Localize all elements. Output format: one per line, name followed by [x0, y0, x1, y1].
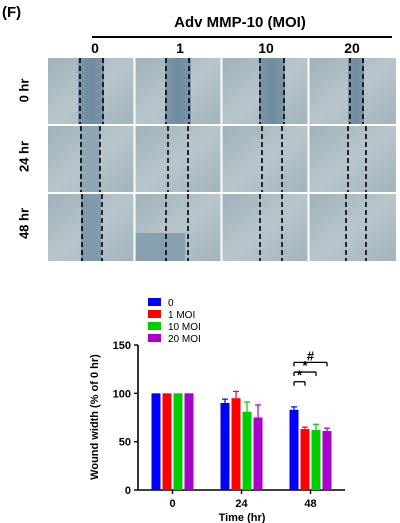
legend-swatch: [148, 310, 161, 318]
x-axis-label: Time (hr): [219, 512, 266, 523]
y-axis-label: Wound width (% of 0 hr): [89, 354, 101, 480]
micrograph-row-24hr: [48, 126, 396, 192]
bar-20-moi-t0: [184, 393, 194, 490]
grid-separators: [48, 58, 396, 261]
micrograph-24hr-moi10: [222, 126, 308, 192]
significance-mark: *: [302, 358, 308, 373]
y-ticks: 0 50 100 150: [113, 340, 138, 497]
micrograph-grid: [48, 58, 396, 261]
bar-10-moi-t24: [242, 411, 252, 490]
wound-gap: [78, 58, 104, 124]
bar-20-moi-t48: [322, 431, 332, 490]
legend-swatch: [148, 298, 161, 306]
legend-label: 0: [168, 298, 174, 309]
panel-letter: (F): [2, 4, 22, 21]
y-tick-label: 150: [113, 340, 131, 352]
y-tick-label: 100: [113, 388, 131, 400]
bar-1-moi-t0: [162, 393, 172, 490]
y-tick-label: 50: [119, 437, 131, 449]
x-tick-label: 0: [169, 498, 175, 510]
bar-20-moi-t24: [253, 417, 263, 490]
row-label-0hr: 0 hr: [16, 78, 32, 103]
group-title-rule: [92, 36, 392, 38]
micrograph-48hr-moi10: [222, 194, 308, 261]
significance-mark: #: [307, 348, 315, 363]
micrograph-row-0hr: [48, 58, 396, 124]
row-label-48hr: 48 hr: [16, 207, 32, 240]
micrograph-24hr-moi1: [135, 126, 221, 192]
bar-1-moi-t48: [300, 429, 310, 490]
wound-gap: [80, 126, 100, 192]
wound-gap: [165, 58, 191, 124]
bar-1-moi-t24: [231, 398, 241, 490]
legend-label: 1 MOI: [168, 310, 195, 321]
x-tick-label: 24: [235, 498, 248, 510]
micrograph-48hr-moi20: [309, 194, 396, 261]
significance-mark: *: [297, 368, 303, 383]
y-tick-label: 0: [125, 485, 131, 497]
x-ticks: 0 24 48: [169, 490, 317, 510]
wound-gap: [81, 194, 101, 261]
legend-label: 10 MOI: [168, 322, 201, 333]
micrograph-24hr-moi20: [309, 126, 396, 192]
column-label-1: 1: [176, 40, 184, 56]
row-label-24hr: 24 hr: [16, 140, 32, 173]
bar-0-t48: [289, 409, 299, 490]
significance-brackets: **#: [293, 348, 328, 386]
legend-swatch: [148, 322, 161, 330]
wound-gap: [259, 58, 285, 124]
column-label-10: 10: [258, 40, 274, 56]
bar-10-moi-t0: [173, 393, 183, 490]
wound-edge-lines: [79, 58, 367, 261]
wound-gap: [135, 233, 185, 261]
x-tick-label: 48: [304, 498, 316, 510]
wound-gap: [348, 58, 364, 124]
bar-0-t24: [220, 403, 230, 490]
column-label-0: 0: [91, 40, 99, 56]
column-label-20: 20: [344, 40, 360, 56]
group-title: Adv MMP-10 (MOI): [174, 14, 306, 31]
bars: [151, 390, 332, 490]
micrograph-row-48hr: [48, 194, 396, 261]
bar-10-moi-t48: [311, 430, 321, 490]
legend-swatch: [148, 334, 161, 342]
bar-0-t0: [151, 393, 161, 490]
legend-label: 20 MOI: [168, 334, 201, 345]
